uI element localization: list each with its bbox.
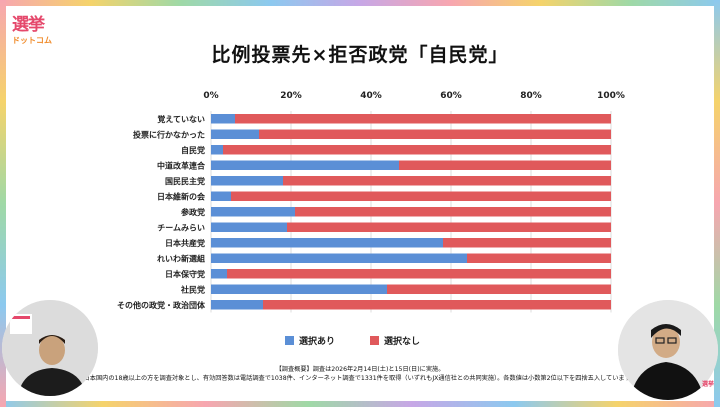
bar-not-selected [399, 160, 611, 170]
bar-selected [211, 300, 263, 310]
x-tick-label: 60% [440, 91, 462, 101]
decorative-stripe-bottom [0, 401, 720, 407]
bar-not-selected [235, 114, 611, 124]
bar-not-selected [259, 129, 611, 139]
bar-not-selected [295, 207, 611, 217]
bar-not-selected [223, 145, 611, 155]
bar-selected [211, 269, 227, 279]
x-tick-label: 100% [597, 91, 625, 101]
bar-not-selected [231, 191, 611, 201]
bar-selected [211, 191, 231, 201]
decorative-stripe-top [0, 0, 720, 6]
footnote-line-1: 【調査概要】調査は2026年2月14日(土)と15日(日)に実施。 [275, 366, 445, 373]
bar-selected [211, 284, 387, 294]
category-label: 投票に行かなかった [133, 129, 205, 139]
brand-logo-main: 選挙 [12, 15, 45, 35]
bar-selected [211, 238, 443, 248]
legend-label: 選択あり [299, 335, 335, 347]
bar-selected [211, 222, 287, 232]
legend-label: 選択なし [384, 335, 420, 347]
legend-swatch-selected [285, 336, 294, 345]
category-label: チームみらい [157, 223, 205, 232]
x-tick-label: 20% [280, 91, 302, 101]
brand-logo-sub: ドットコム [12, 36, 52, 45]
bar-selected [211, 129, 259, 139]
chart-title: 比例投票先×拒否政党「自民党」 [211, 44, 509, 66]
bar-not-selected [287, 222, 611, 232]
presenter-left-silhouette [2, 300, 98, 396]
category-label: 国民民主党 [165, 176, 205, 186]
category-label: その他の政党・政治団体 [117, 300, 206, 310]
bar-not-selected [467, 253, 611, 263]
survey-footnote: 【調査概要】調査は2026年2月14日(土)と15日(日)に実施。 日本国内の1… [0, 365, 720, 383]
category-label: 社民党 [180, 284, 205, 294]
presenter-right-silhouette [618, 300, 718, 400]
x-tick-label: 0% [203, 91, 218, 101]
category-label: 日本共産党 [165, 238, 205, 248]
bar-not-selected [283, 176, 611, 186]
presenter-video-right [618, 300, 718, 400]
bar-not-selected [263, 300, 611, 310]
bar-selected [211, 176, 283, 186]
decorative-stripe-right [714, 0, 720, 407]
category-label: 中道改革連合 [157, 160, 206, 170]
bar-selected [211, 145, 223, 155]
bar-not-selected [443, 238, 611, 248]
bar-not-selected [227, 269, 611, 279]
x-tick-label: 80% [520, 91, 542, 101]
category-label: 参政党 [180, 207, 205, 217]
bar-selected [211, 114, 235, 124]
legend-swatch-not-selected [370, 336, 379, 345]
corner-brand-mark: 選挙 [702, 381, 715, 388]
footnote-line-2: 日本国内の18歳以上の方を調査対象とし、有効回答数は電話調査で1038件、インタ… [83, 375, 637, 382]
x-tick-label: 40% [360, 91, 382, 101]
category-label: 自民党 [181, 145, 205, 155]
presenter-video-left [2, 300, 98, 396]
bar-selected [211, 160, 399, 170]
category-label: 日本保守党 [165, 269, 205, 279]
bar-selected [211, 253, 467, 263]
bar-selected [211, 207, 295, 217]
decorative-stripe-left [0, 0, 6, 407]
category-label: 覚えていない [156, 114, 205, 124]
category-label: 日本維新の会 [157, 191, 205, 201]
category-label: れいわ新選組 [157, 253, 205, 263]
brand-logo: 選挙 ドットコム [12, 16, 52, 54]
bar-not-selected [387, 284, 611, 294]
